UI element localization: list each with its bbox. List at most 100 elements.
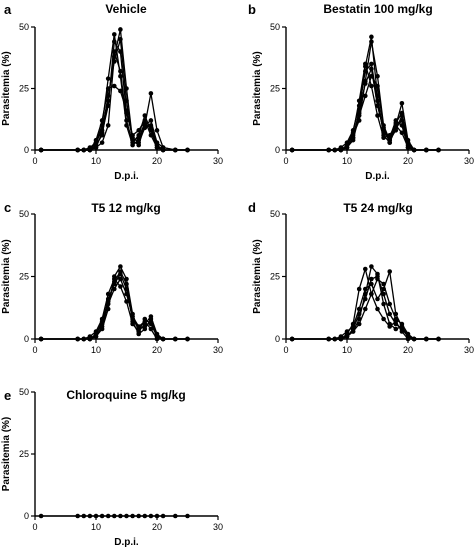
x-tick-label: 20: [152, 156, 162, 166]
series-line: [292, 270, 439, 340]
chart-panel-b: b Bestatin 100 mg/kg 0 25 50 0 10 20 30 Parasitem…: [248, 2, 474, 182]
data-point: [154, 334, 160, 339]
data-point: [99, 324, 105, 329]
data-point: [405, 140, 411, 145]
data-point: [332, 147, 338, 153]
data-point: [289, 147, 295, 153]
series-line: [292, 63, 439, 151]
panel-title: T5 12 mg/kg: [91, 201, 160, 215]
x-tick-label: 30: [213, 522, 223, 532]
series-line: [292, 265, 439, 340]
y-tick-label: 25: [270, 84, 280, 94]
data-point: [142, 120, 148, 126]
series-line: [41, 85, 188, 151]
data-point: [356, 286, 362, 292]
data-point: [173, 336, 178, 342]
data-point: [363, 93, 368, 99]
data-point: [160, 336, 166, 342]
data-point: [356, 306, 362, 312]
data-point: [185, 147, 190, 153]
x-tick-label: 0: [283, 345, 288, 355]
data-point: [154, 128, 160, 133]
x-axis-title: D.p.i.: [114, 171, 139, 182]
data-point: [344, 329, 350, 334]
data-point: [87, 513, 93, 519]
data-point: [130, 513, 135, 519]
data-point: [411, 336, 417, 342]
data-point: [148, 326, 154, 332]
data-point: [436, 147, 441, 153]
data-point: [124, 123, 129, 128]
data-point: [112, 59, 117, 64]
x-tick-label: 10: [91, 345, 101, 355]
x-axis-title: D.p.i.: [365, 171, 390, 182]
data-point: [381, 281, 386, 287]
data-point: [105, 93, 111, 99]
x-axis-title: D.p.i.: [114, 537, 139, 548]
data-point: [112, 39, 117, 45]
data-point: [369, 83, 374, 89]
panel-title: Chloroquine 5 mg/kg: [66, 388, 185, 402]
panel-title: Bestatin 100 mg/kg: [323, 2, 432, 16]
data-point: [93, 513, 99, 519]
data-point: [118, 88, 123, 94]
data-point: [387, 324, 393, 329]
data-point: [375, 83, 380, 89]
data-point: [338, 336, 344, 342]
data-point: [130, 137, 135, 143]
panel-letter: e: [4, 388, 11, 403]
data-point: [142, 319, 148, 324]
x-tick-label: 30: [213, 156, 223, 166]
data-point: [387, 311, 393, 317]
data-point: [363, 266, 368, 272]
data-point: [99, 513, 105, 519]
x-tick-label: 10: [91, 522, 101, 532]
data-point: [99, 128, 105, 133]
data-point: [136, 128, 141, 133]
data-point: [118, 284, 123, 289]
data-point: [393, 316, 399, 322]
data-point: [405, 145, 411, 150]
chart-panel-d: d T5 24 mg/kg 0 25 50 0 10 20 30 Parasitemia (%): [248, 200, 474, 355]
data-point: [105, 123, 111, 128]
data-point: [105, 513, 111, 519]
data-point: [369, 264, 374, 269]
data-point: [75, 513, 80, 519]
x-tick-label: 0: [32, 156, 37, 166]
data-point: [173, 147, 178, 153]
data-point: [381, 291, 386, 297]
data-point: [363, 61, 368, 67]
data-point: [326, 336, 332, 342]
data-point: [375, 276, 380, 282]
data-point: [363, 296, 368, 302]
data-point: [375, 306, 380, 312]
y-tick-label: 0: [275, 145, 280, 155]
y-tick-label: 50: [19, 387, 29, 397]
data-point: [75, 147, 80, 153]
data-point: [81, 336, 87, 342]
data-point: [124, 281, 129, 287]
data-point: [93, 140, 99, 145]
y-tick-label: 25: [270, 272, 280, 282]
data-point: [87, 147, 93, 153]
panel-letter: b: [248, 2, 256, 17]
series-line: [292, 75, 439, 151]
data-point: [105, 76, 111, 81]
data-point: [363, 81, 368, 86]
data-point: [369, 276, 374, 282]
y-tick-label: 0: [24, 511, 29, 521]
data-point: [112, 286, 117, 292]
data-point: [118, 269, 123, 274]
y-tick-label: 25: [19, 449, 29, 459]
series-line: [292, 36, 439, 151]
data-point: [375, 113, 380, 118]
data-point: [142, 513, 148, 519]
data-point: [87, 336, 93, 342]
data-point: [375, 73, 380, 79]
data-point: [118, 37, 123, 42]
data-point: [381, 316, 386, 322]
data-point: [130, 142, 135, 148]
x-tick-label: 30: [213, 345, 223, 355]
data-point: [118, 264, 123, 269]
data-point: [38, 513, 44, 519]
